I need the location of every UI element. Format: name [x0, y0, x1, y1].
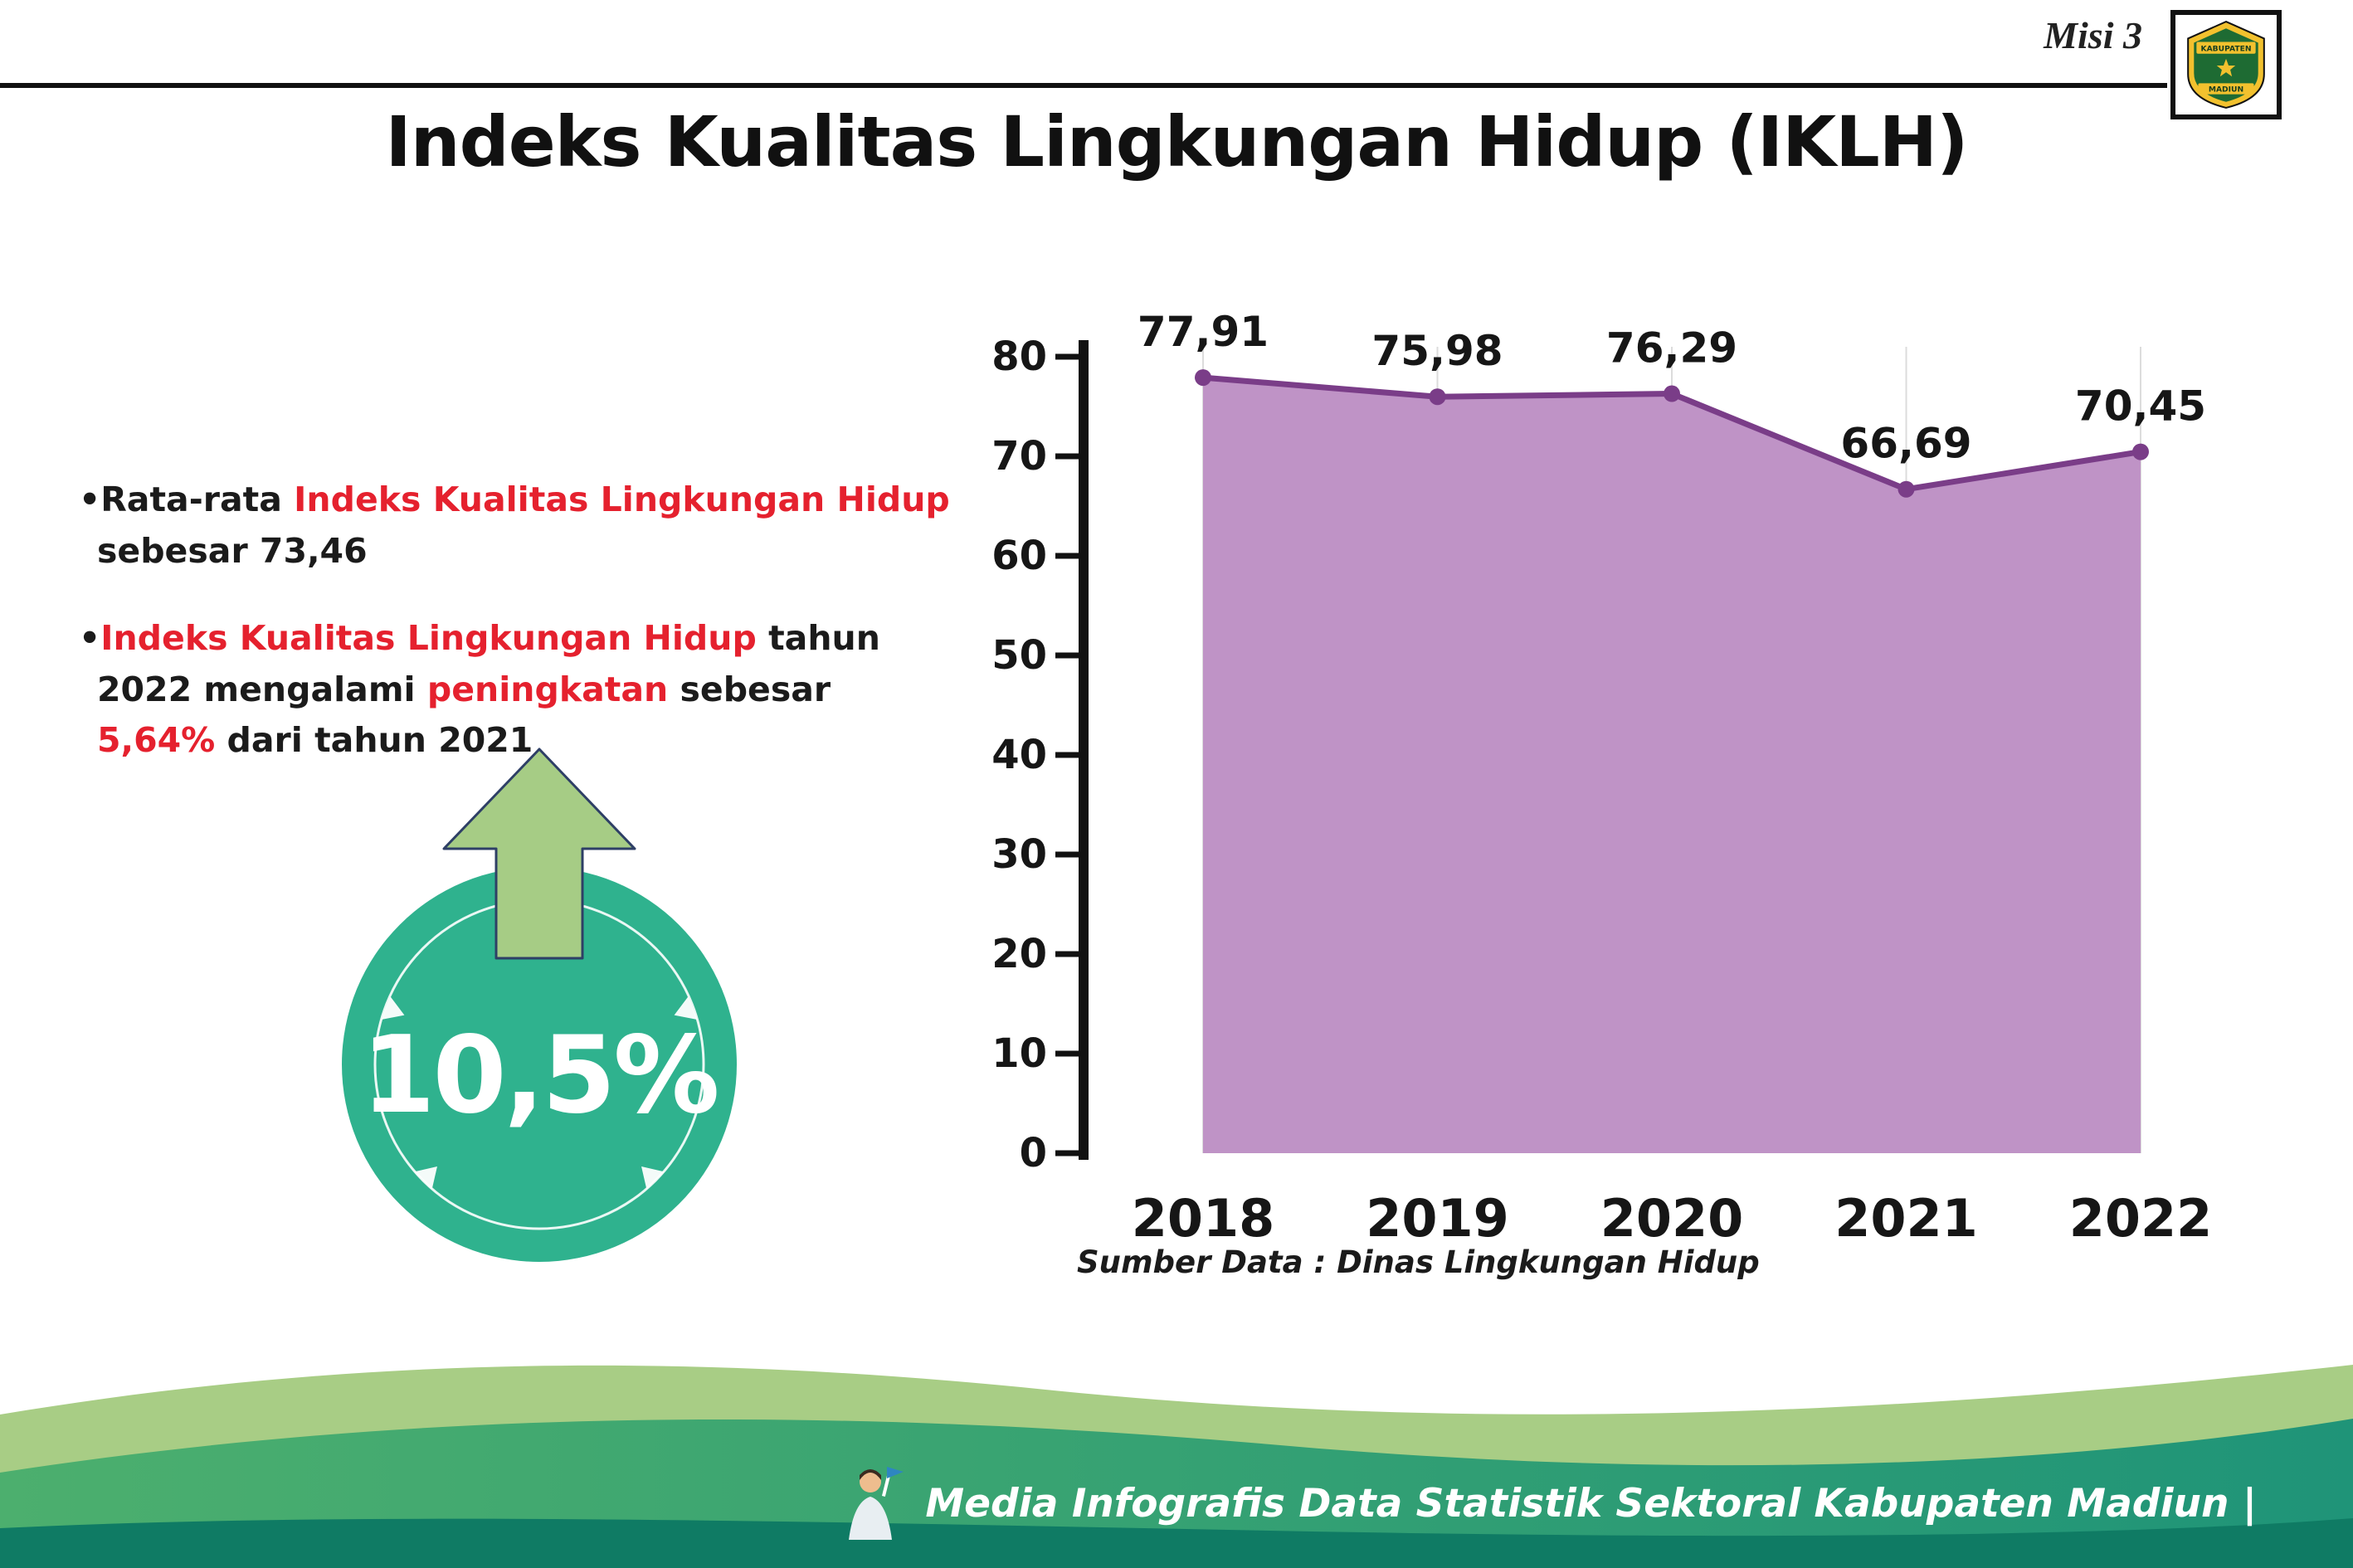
- chart-point: [1898, 480, 1915, 498]
- chart-y-tick-label: 10: [991, 1030, 1047, 1077]
- chart-x-label: 2019: [1366, 1188, 1509, 1249]
- footer-credit-text: Media Infografis Data Statistik Sektoral…: [925, 1480, 2257, 1527]
- chart-y-tick-label: 80: [991, 334, 1047, 380]
- bullet2-highlight-3: 5,64%: [97, 720, 216, 760]
- chart-y-tick-label: 0: [1020, 1130, 1047, 1176]
- bullet-increase-2022: •Indeks Kualitas Lingkungan Hidup tahun …: [79, 613, 950, 767]
- summary-bullets: •Rata-rata Indeks Kualitas Lingkungan Hi…: [79, 475, 950, 803]
- mascot-icon: [849, 1467, 904, 1540]
- bullet-dot: •: [79, 618, 101, 658]
- logo-top-text: KABUPATEN: [2200, 45, 2251, 54]
- chart-y-axis: [1079, 340, 1089, 1160]
- chart-y-tick-label: 50: [991, 632, 1047, 679]
- bullet-dot: •: [79, 480, 101, 519]
- chart-source: Sumber Data : Dinas Lingkungan Hidup: [1077, 1244, 1760, 1280]
- chart-y-tick-label: 40: [991, 732, 1047, 778]
- bullet2-highlight-2: peningkatan: [426, 669, 669, 709]
- chart-y-tick-label: 20: [991, 931, 1047, 977]
- bullet1-prefix: Rata-rata: [100, 480, 295, 519]
- bullet1-suffix: sebesar 73,46: [97, 530, 368, 571]
- chart-point: [2132, 443, 2149, 460]
- page-title: Indeks Kualitas Lingkungan Hidup (IKLH): [385, 101, 1969, 183]
- chart-point: [1429, 388, 1446, 406]
- bullet2-highlight-1: Indeks Kualitas Lingkungan Hidup: [100, 618, 757, 658]
- iklh-area-chart: 77,91 75,98 76,29 66,69 70,45 0 10 20 30 40 50 60 70…: [991, 308, 2213, 1249]
- badge-ring-ticks: [381, 996, 698, 1190]
- chart-y-tick-label: 70: [991, 433, 1047, 480]
- chart-x-label: 2018: [1132, 1188, 1275, 1249]
- chart-y-tick-label: 30: [991, 831, 1047, 878]
- chart-x-label: 2022: [2069, 1188, 2213, 1249]
- logo-star-icon: [2216, 58, 2236, 77]
- chart-value-label: 66,69: [1840, 420, 1971, 468]
- bullet2-text-2: sebesar: [668, 669, 831, 709]
- badge-circle: [342, 867, 737, 1262]
- logo-bottom-band: [2198, 83, 2254, 95]
- chart-x-label: 2020: [1600, 1188, 1744, 1249]
- chart-value-label: 75,98: [1371, 327, 1503, 375]
- up-arrow-icon: [442, 747, 636, 960]
- footer-wave-decoration: [0, 1365, 2353, 1568]
- chart-point: [1664, 385, 1680, 402]
- chart-x-label: 2021: [1834, 1188, 1978, 1249]
- chart-point: [1195, 369, 1211, 387]
- logo-shield-icon: KABUPATEN MADIUN: [2187, 20, 2265, 109]
- misi-label: Misi 3: [2044, 14, 2142, 56]
- logo-top-band: [2196, 41, 2256, 54]
- bullet-average-iklh: •Rata-rata Indeks Kualitas Lingkungan Hi…: [79, 475, 950, 577]
- chart-value-label: 77,91: [1138, 308, 1269, 356]
- increase-percentage: 10,5%: [361, 1014, 719, 1137]
- chart-value-label: 76,29: [1606, 324, 1737, 373]
- chart-area: [1203, 377, 2141, 1153]
- chart-value-label: 70,45: [2075, 382, 2206, 431]
- wave-dark: [0, 1518, 2353, 1568]
- increase-badge: [342, 747, 737, 1262]
- logo-bottom-text: MADIUN: [2209, 85, 2243, 95]
- bullet1-highlight: Indeks Kualitas Lingkungan Hidup: [294, 480, 950, 519]
- header-rule: [0, 83, 2167, 88]
- bullet2-text-3: dari tahun 2021: [215, 720, 533, 760]
- chart-y-tick-label: 60: [991, 533, 1047, 579]
- kabupaten-madiun-logo: KABUPATEN MADIUN: [2170, 10, 2282, 119]
- bullet2-text-1: tahun 2022 mengalami: [97, 618, 880, 709]
- footer-credit: Media Infografis Data Statistik Sektoral…: [837, 1463, 2257, 1543]
- iklh-chart: 77,91 75,98 76,29 66,69 70,45 0 10 20 30 40 50 60 70…: [954, 207, 2282, 1269]
